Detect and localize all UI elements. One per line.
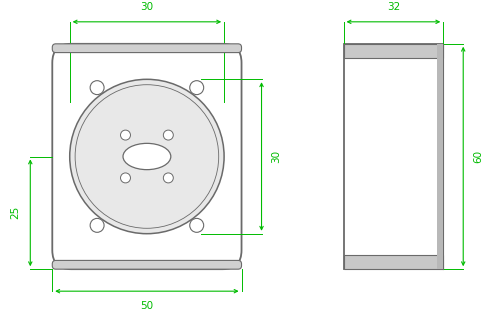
Circle shape bbox=[163, 173, 173, 183]
Text: 32: 32 bbox=[387, 2, 400, 12]
Text: 30: 30 bbox=[271, 150, 281, 163]
Text: 60: 60 bbox=[473, 150, 483, 163]
FancyBboxPatch shape bbox=[52, 44, 242, 269]
Bar bbox=[344, 44, 443, 269]
Text: 25: 25 bbox=[10, 206, 20, 219]
Circle shape bbox=[190, 81, 204, 95]
Bar bbox=[344, 44, 443, 58]
Circle shape bbox=[163, 130, 173, 140]
Circle shape bbox=[121, 130, 130, 140]
Circle shape bbox=[121, 173, 130, 183]
Text: 30: 30 bbox=[140, 2, 153, 12]
Text: 50: 50 bbox=[140, 301, 153, 311]
FancyBboxPatch shape bbox=[52, 44, 242, 53]
Circle shape bbox=[90, 218, 104, 232]
Circle shape bbox=[90, 81, 104, 95]
Ellipse shape bbox=[123, 143, 171, 170]
Bar bbox=[437, 44, 443, 269]
Circle shape bbox=[70, 79, 224, 234]
Circle shape bbox=[190, 218, 204, 232]
FancyBboxPatch shape bbox=[52, 260, 242, 269]
Bar bbox=[344, 255, 443, 269]
Circle shape bbox=[75, 85, 219, 228]
